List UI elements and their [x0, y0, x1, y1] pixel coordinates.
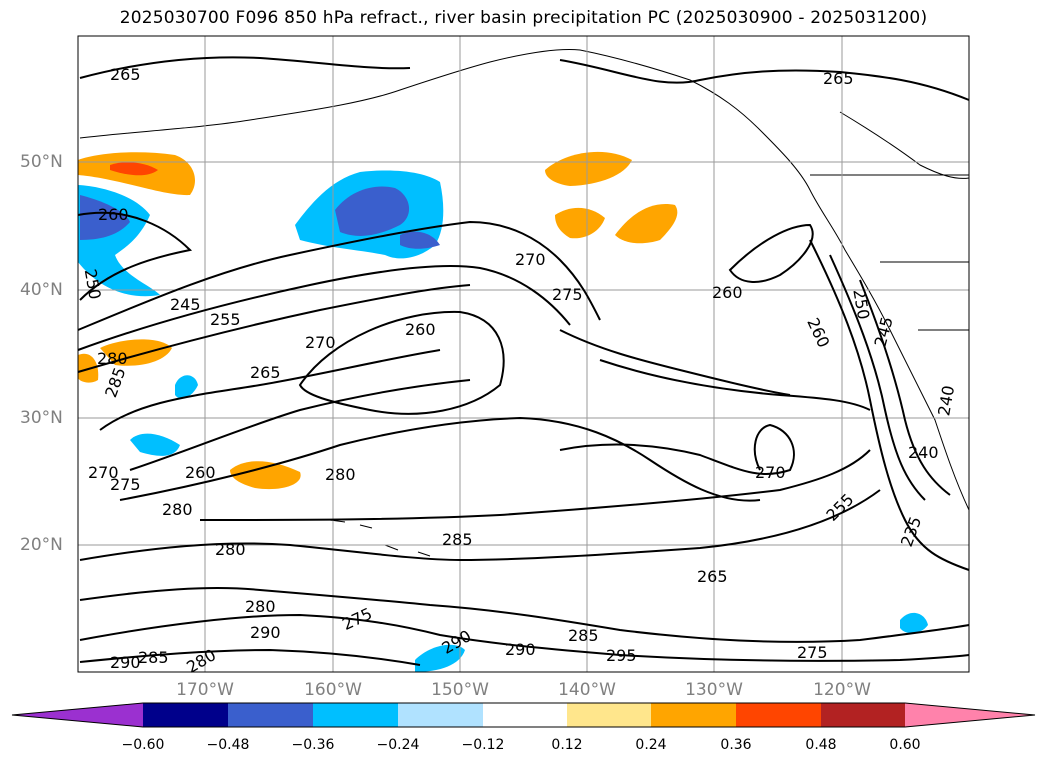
chart-title: 2025030700 F096 850 hPa refract., river … [119, 8, 928, 28]
lat-label: 40°N [20, 280, 63, 300]
contour-label: 275 [110, 475, 141, 494]
colorbar-tick-label: 0.12 [551, 737, 583, 753]
shade-positive-strong [110, 162, 158, 176]
shade-negative [130, 433, 180, 456]
colorbar-tick-label: 0.24 [635, 737, 667, 753]
contour-label: 270 [305, 333, 336, 352]
shade-negative-strong [80, 195, 130, 240]
colorbar-segment [483, 703, 567, 727]
contour-label: 270 [515, 250, 546, 269]
colorbar-segment [398, 703, 483, 727]
contour-label: 260 [712, 283, 743, 302]
colorbar-tick-label: −0.60 [121, 737, 165, 753]
colorbar-tick-label: 0.60 [889, 737, 921, 753]
shade-positive [555, 207, 605, 239]
contour-label: 280 [162, 500, 193, 519]
contour-label: 290 [505, 640, 536, 659]
contour-label: 265 [823, 69, 854, 88]
shade-negative [175, 375, 198, 399]
colorbar-tick-label: 0.48 [805, 737, 837, 753]
colorbar-segment [143, 703, 228, 727]
contour-label: 260 [405, 320, 436, 339]
contour-label: 270 [88, 463, 119, 482]
lon-label: 170°W [176, 680, 234, 700]
contour-label: 275 [797, 643, 828, 662]
contour-label: 280 [215, 540, 246, 559]
contour-label: 285 [138, 648, 169, 667]
shade-positive [545, 151, 632, 186]
contour-label: 280 [245, 597, 276, 616]
shade-negative-strong [400, 231, 440, 249]
contour-label: 245 [170, 295, 201, 314]
lon-label: 120°W [813, 680, 871, 700]
contour-label: 270 [755, 463, 786, 482]
lon-label: 130°W [685, 680, 743, 700]
contour-label: 260 [98, 205, 129, 224]
contour-label: 255 [210, 310, 241, 329]
shade-negative-strong [335, 186, 410, 236]
lat-label: 50°N [20, 152, 63, 172]
contour-label: 275 [552, 285, 583, 304]
contour-label: 280 [97, 349, 128, 368]
colorbar-tick-label: 0.36 [720, 737, 752, 753]
contour-label: 265 [697, 567, 728, 586]
shade-positive [230, 461, 301, 490]
colorbar [11, 702, 1036, 728]
shade-positive [615, 204, 678, 244]
contour-label: 240 [908, 443, 939, 462]
shade-negative [415, 644, 465, 672]
colorbar-tick-label: −0.36 [291, 737, 335, 753]
colorbar-segment [228, 703, 313, 727]
colorbar-tick-label: −0.48 [206, 737, 250, 753]
colorbar-tick-label: −0.12 [461, 737, 505, 753]
colorbar-outline [11, 702, 1036, 728]
colorbar-tick-label: −0.24 [376, 737, 420, 753]
map-frame [77, 35, 970, 673]
contour-label: 265 [110, 65, 141, 84]
colorbar-segment [736, 703, 821, 727]
lat-label: 20°N [20, 535, 63, 555]
lon-label: 160°W [304, 680, 362, 700]
lon-label: 140°W [558, 680, 616, 700]
colorbar-extend-low [12, 703, 143, 727]
contour-label: 260 [185, 463, 216, 482]
colorbar-segment [821, 703, 905, 727]
contour-label: 285 [442, 530, 473, 549]
contour-label: 295 [606, 646, 637, 665]
colorbar-segment [567, 703, 651, 727]
contour-label: 285 [568, 626, 599, 645]
contour-label: 290 [250, 623, 281, 642]
contour-label: 290 [110, 653, 141, 672]
colorbar-segment [313, 703, 398, 727]
coastlines [79, 49, 970, 557]
map-background [78, 36, 969, 672]
shade-positive [100, 339, 172, 366]
lon-label: 150°W [431, 680, 489, 700]
shade-negative [900, 612, 928, 634]
contour-label: 280 [325, 465, 356, 484]
contour-label: 265 [250, 363, 281, 382]
colorbar-segment [651, 703, 736, 727]
lat-label: 30°N [20, 408, 63, 428]
refractivity-contours [77, 56, 970, 666]
colorbar-extend-high [905, 703, 1035, 727]
